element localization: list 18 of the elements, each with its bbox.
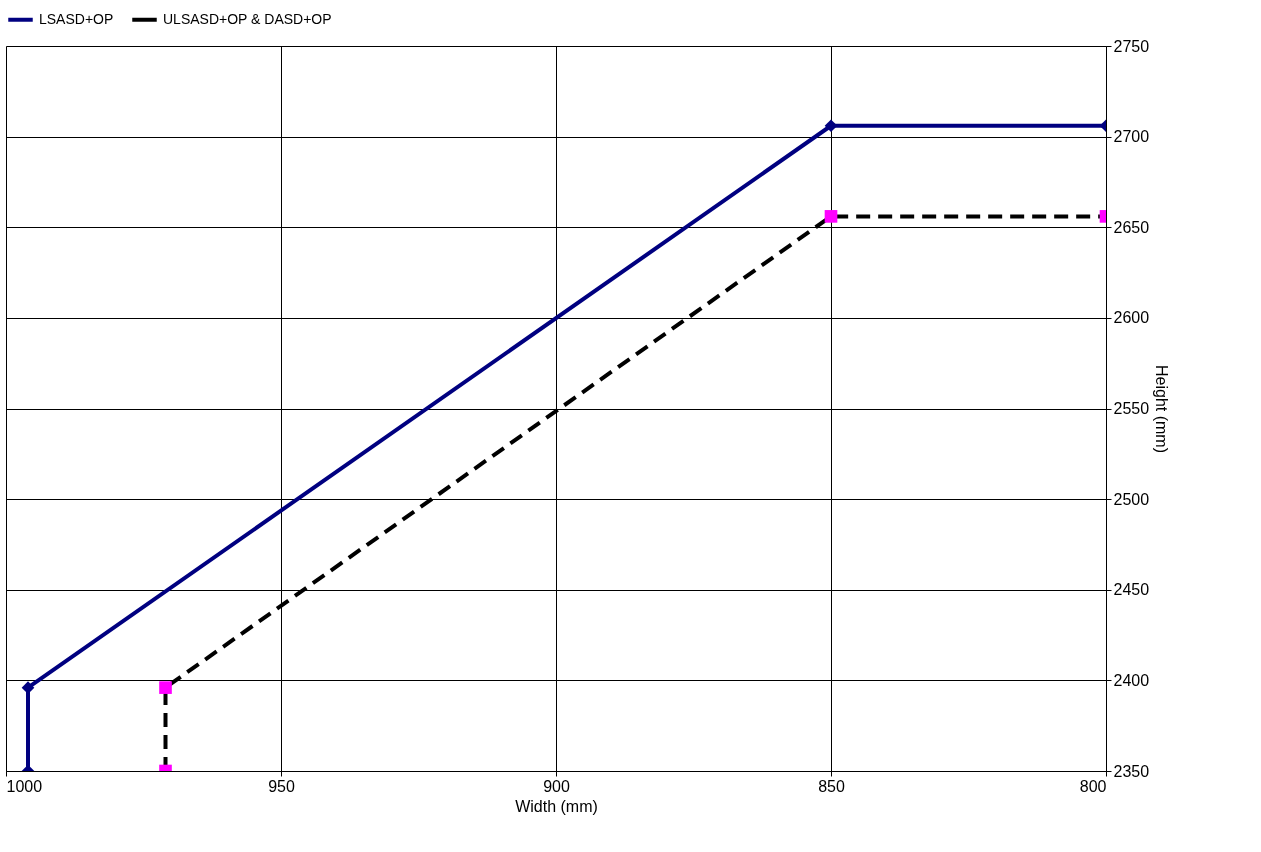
y-tick-label: 2750 [1113, 37, 1150, 55]
x-tick-label: 900 [543, 777, 570, 795]
x-tick-label: 800 [1079, 777, 1107, 795]
x-axis-title: Width (mm) [515, 797, 598, 815]
x-tick-label: 950 [268, 777, 295, 795]
y-axis-title: Height (mm) [1153, 364, 1171, 454]
y-tick-label: 2700 [1113, 128, 1150, 146]
y-tick-label: 2400 [1113, 671, 1150, 689]
y-tick-label: 2550 [1113, 400, 1150, 417]
x-tick-label: 850 [818, 777, 845, 795]
x-tick-label: 1000 [6, 777, 43, 795]
y-tick-label: 2350 [1113, 762, 1150, 780]
y-tick-label: 2600 [1113, 309, 1150, 327]
y-tick-label: 2650 [1113, 218, 1150, 236]
y-tick-label: 2450 [1113, 581, 1150, 599]
legend-label: ULSASD+OP & DASD+OP [163, 10, 332, 27]
legend-label: LSASD+OP [39, 10, 114, 27]
y-tick-label: 2500 [1113, 490, 1150, 508]
